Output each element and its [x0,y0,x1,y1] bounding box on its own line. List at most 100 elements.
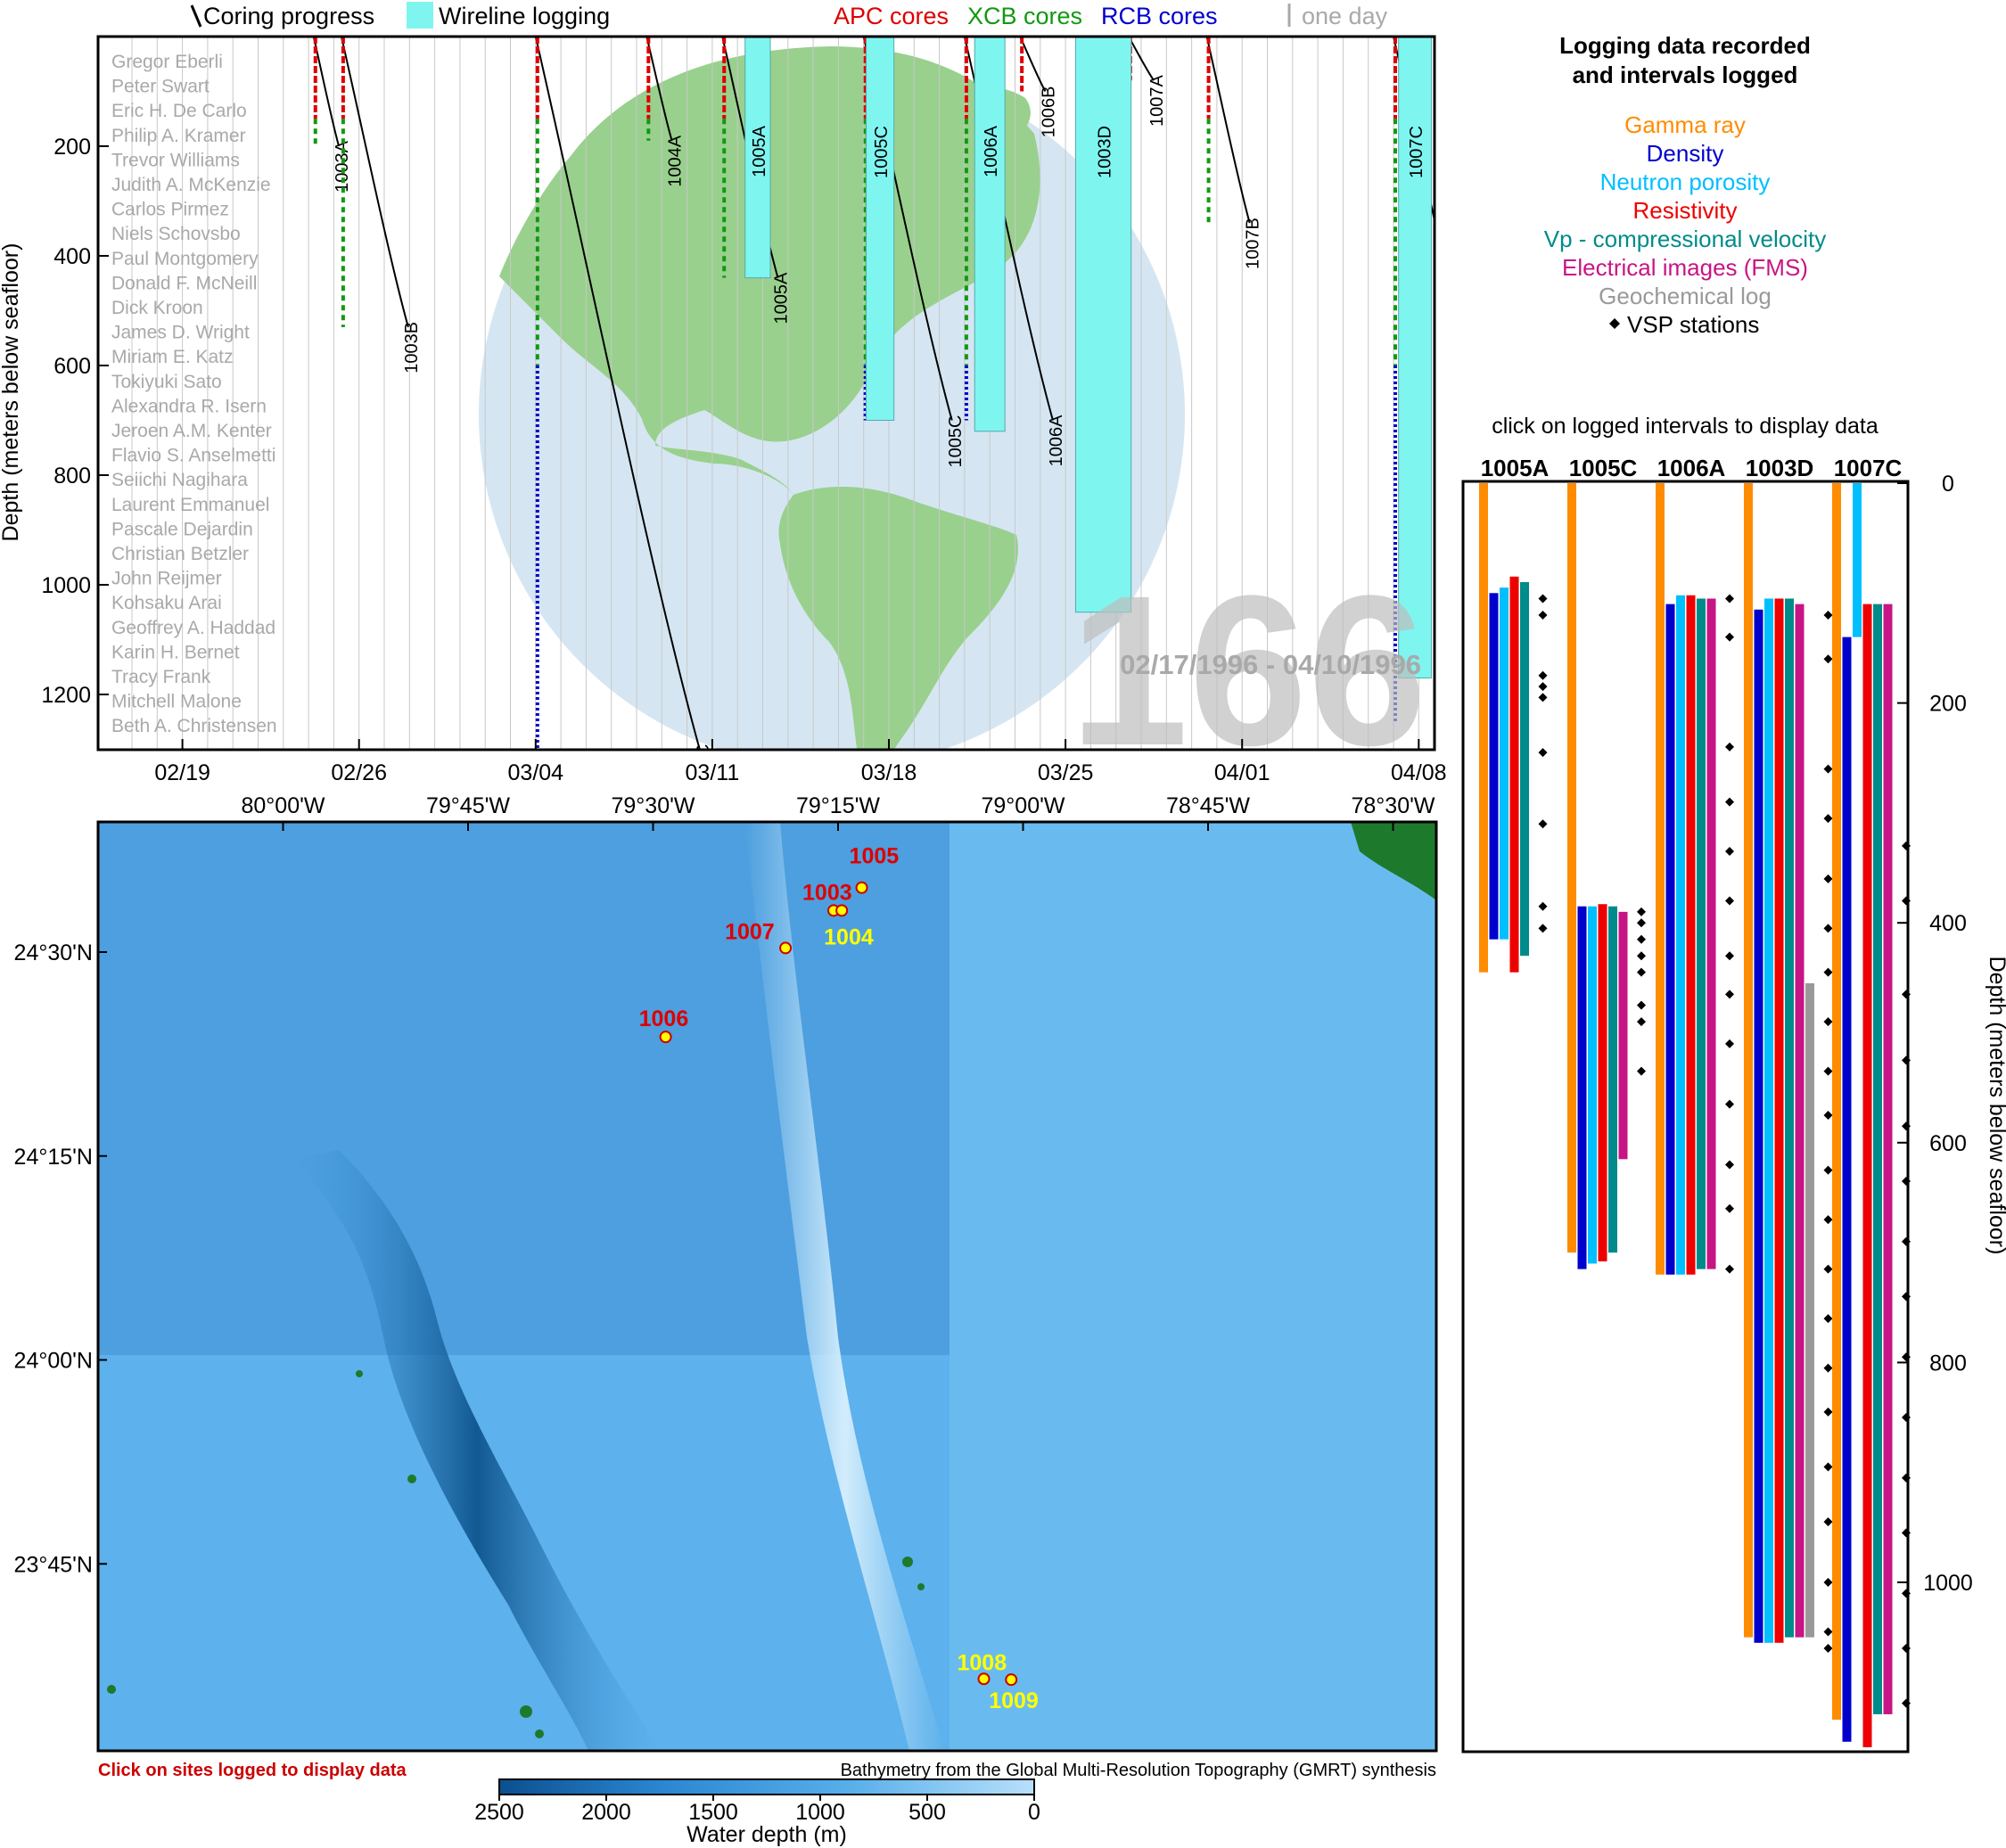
vsp-station-icon [1725,1264,1734,1274]
islet [520,1705,532,1718]
x-tick-label: 04/08 [1391,760,1447,785]
logging-column-header: 1006A [1657,455,1726,481]
wireline-bar-1007c[interactable] [1398,37,1432,679]
log-interval-den[interactable] [1842,637,1852,1742]
log-interval-fms[interactable] [1706,598,1716,1269]
x-tick-label: 03/25 [1038,760,1094,785]
vsp-station-icon [1725,797,1734,807]
site-1003[interactable]: 1003 [802,880,852,917]
vsp-station-icon [1538,819,1548,829]
wireline-swatch-icon [407,2,433,29]
hole-label: 1003A [333,140,352,192]
site-label: 1007 [725,919,775,944]
logging-column-1007c[interactable]: 1007C [1832,455,1911,1747]
islet [107,1685,116,1694]
lat-label: 24°30'N [14,940,93,965]
colorbar-tick-label: 1500 [688,1800,738,1825]
site-1007[interactable]: 1007 [725,919,793,955]
wireline-label: 1005A [750,125,769,177]
log-interval-res[interactable] [1598,904,1607,1261]
logging-column-1005c[interactable]: 1005C [1567,455,1646,1269]
site-1006[interactable]: 1006 [639,1006,689,1044]
vsp-station-icon [1823,1314,1833,1324]
log-interval-den[interactable] [1754,609,1763,1643]
logging-legend-item: Neutron porosity [1600,168,1771,195]
log-interval-neu[interactable] [1853,483,1862,637]
log-interval-vp[interactable] [1697,598,1706,1269]
legend-rcb: RCB cores [1101,3,1218,29]
log-interval-geo[interactable] [1805,983,1814,1638]
y-tick-label: 400 [53,244,91,269]
wireline-bar-1003d[interactable] [1074,37,1132,613]
log-interval-vp[interactable] [1520,581,1529,957]
logging-legend-item: Electrical images (FMS) [1562,254,1808,281]
wireline-bar-1006a[interactable] [974,37,1006,432]
log-interval-gr[interactable] [1479,483,1488,973]
log-interval-vp[interactable] [1785,598,1794,1638]
vsp-station-icon [1823,1110,1833,1120]
log-interval-den[interactable] [1489,593,1499,940]
logging-column-header: 1005C [1569,455,1638,481]
crew-member: Paul Montgomery [111,249,259,269]
legend-coring: Coring progress [203,3,374,29]
map-panel: 1005 1003 1004 1007 1006 1008 1009 80°00'W 79°4… [14,793,1438,1847]
vsp-station-icon [1725,896,1734,906]
hole-label: 1003B [402,322,422,374]
log-interval-den[interactable] [1665,604,1675,1275]
wireline-bar-1005a[interactable] [744,37,771,279]
island-land [1351,822,1436,900]
crew-member: Christian Betzler [111,544,249,564]
log-interval-gr[interactable] [1832,483,1841,1721]
log-interval-gr[interactable] [1744,483,1753,1638]
vsp-station-icon [1637,918,1646,928]
crew-member: Gregor Eberli [111,52,223,72]
log-interval-fms[interactable] [1618,911,1628,1160]
log-interval-neu[interactable] [1500,587,1509,940]
log-interval-res[interactable] [1774,598,1784,1643]
vsp-station-icon [1637,967,1646,977]
logging-column-header: 1003D [1746,455,1814,481]
logging-column-1003d[interactable]: 1003D [1744,455,1833,1653]
logging-column-1005a[interactable]: 1005A [1479,455,1550,973]
crew-member: Philip A. Kramer [111,126,246,146]
site-1005[interactable]: 1005 [850,844,900,894]
logging-column-1006a[interactable]: 1006A [1656,455,1734,1275]
timeline-panel: 1003A 1003B 1003C 1004A 1005A 1005C 1006A 1006B… [0,35,1565,790]
colorbar-tick-label: 1000 [795,1800,845,1825]
lon-label: 79°45'W [426,793,510,818]
hole-label: 1007C [1545,717,1565,769]
log-interval-neu[interactable] [1588,906,1597,1264]
log-interval-fms[interactable] [1795,604,1805,1638]
vsp-station-icon [1637,1017,1646,1027]
wireline-bar-1005c[interactable] [866,37,895,421]
log-interval-res[interactable] [1686,595,1696,1275]
vsp-station-icon [1725,742,1734,752]
coring-progress-line [534,37,701,750]
coring-progress-line [1205,37,1251,224]
vsp-station-icon [1637,1000,1646,1010]
expedition-dates: 02/17/1996 - 04/10/1996 [1120,649,1421,680]
vsp-station-icon [1538,610,1548,620]
log-interval-neu[interactable] [1764,598,1773,1643]
site-label: 1009 [989,1688,1039,1713]
crew-member: Geoffrey A. Haddad [111,618,275,638]
lon-label: 78°30'W [1352,793,1435,818]
vsp-station-icon [1823,1578,1833,1587]
bathymetry-channel [744,822,945,1751]
vsp-station-icon [1823,967,1833,977]
log-interval-res[interactable] [1862,604,1872,1747]
log-interval-res[interactable] [1509,576,1519,973]
vsp-station-icon [1823,1066,1833,1076]
log-interval-gr[interactable] [1567,483,1576,1253]
log-interval-gr[interactable] [1656,483,1665,1275]
site-marker-icon [779,941,793,955]
log-interval-den[interactable] [1577,906,1587,1269]
logging-tick-label: 400 [1929,911,1967,936]
lon-label: 78°45'W [1166,793,1250,818]
y-tick-label: 800 [53,464,91,489]
log-interval-fms[interactable] [1883,604,1893,1714]
log-interval-vp[interactable] [1873,604,1882,1714]
log-interval-vp[interactable] [1608,906,1617,1253]
log-interval-neu[interactable] [1676,595,1685,1275]
